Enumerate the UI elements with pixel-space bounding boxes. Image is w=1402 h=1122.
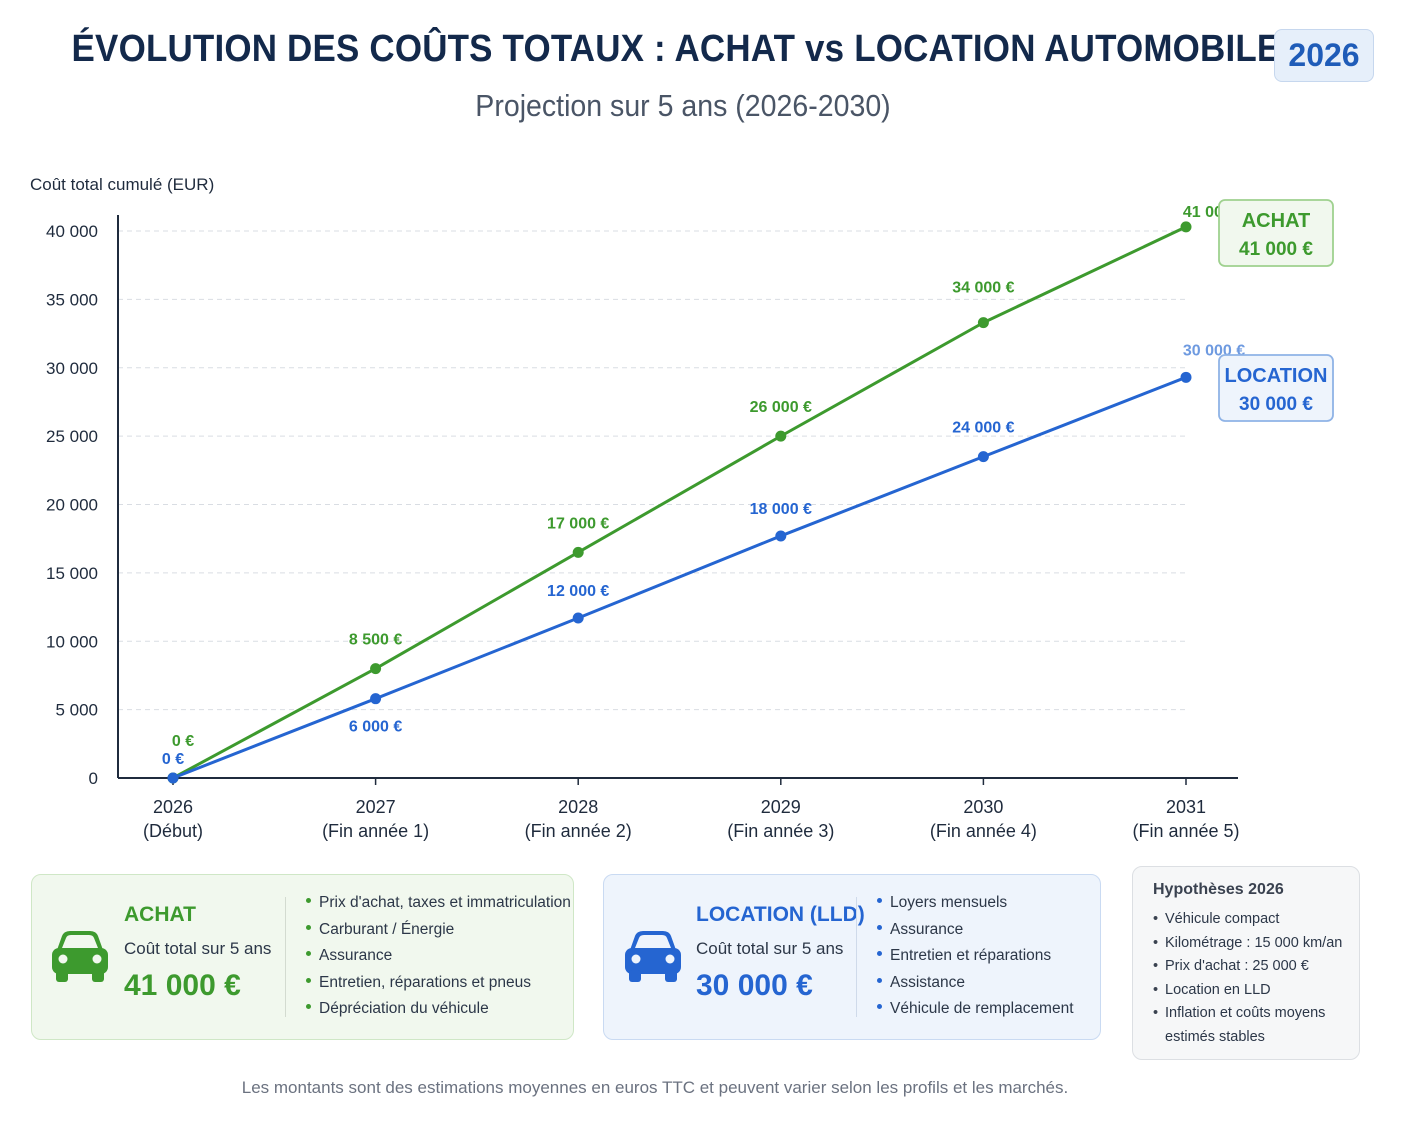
achat-card-amount: 41 000 € <box>124 969 241 1002</box>
year-badge: 2026 <box>1274 29 1374 82</box>
y-tick-label: 20 000 <box>46 496 98 515</box>
achat-card-title: ACHAT <box>124 903 196 926</box>
data-point <box>572 546 584 558</box>
data-point <box>775 530 787 542</box>
x-tick-sublabel: (Fin année 2) <box>525 821 632 841</box>
list-item: Prix d'achat, taxes et immatriculation <box>306 890 571 917</box>
series-end-callout-name: ACHAT <box>1242 210 1311 232</box>
x-tick-label: 2029 <box>761 797 801 817</box>
data-label: 34 000 € <box>952 280 1014 297</box>
achat-cost-list: Prix d'achat, taxes et immatriculation C… <box>306 890 571 1023</box>
location-card-subtitle: Coût total sur 5 ans <box>696 939 844 958</box>
y-tick-label: 15 000 <box>46 564 98 583</box>
x-tick-sublabel: (Fin année 4) <box>930 821 1037 841</box>
data-point <box>167 772 179 784</box>
bullet-dot <box>306 977 311 983</box>
x-tick-label: 2028 <box>558 797 598 817</box>
y-axis-label: Coût total cumulé (EUR) <box>30 175 214 194</box>
y-tick-label: 5 000 <box>55 701 98 720</box>
footer-note: Les montants sont des estimations moyenn… <box>241 1078 1069 1097</box>
x-tick-sublabel: (Fin année 1) <box>322 821 429 841</box>
achat-card-divider <box>285 897 286 1017</box>
location-cost-list: Loyers mensuels Assurance Entretien et r… <box>877 890 1074 1023</box>
data-label: 6 000 € <box>349 719 402 736</box>
bullet-dot <box>877 951 882 957</box>
data-point <box>572 612 584 624</box>
series-line-location <box>172 375 1187 780</box>
y-tick-label: 0 <box>89 769 98 788</box>
data-point <box>1180 221 1192 233</box>
series-line-achat <box>172 225 1187 780</box>
y-tick-label: 30 000 <box>46 359 98 378</box>
data-label: 12 000 € <box>547 583 609 600</box>
location-summary-card: LOCATION (LLD) Coût total sur 5 ans 30 0… <box>603 874 1101 1040</box>
list-item: Kilométrage : 15 000 km/an <box>1153 932 1353 956</box>
data-point <box>370 693 382 705</box>
data-label: 26 000 € <box>750 399 812 416</box>
x-tick-sublabel: (Début) <box>143 821 203 841</box>
data-label: 8 500 € <box>349 632 402 649</box>
data-label: 18 000 € <box>750 501 812 518</box>
car-icon <box>52 931 108 982</box>
y-tick-label: 10 000 <box>46 632 98 651</box>
data-label: 0 € <box>172 733 194 750</box>
list-item: Carburant / Énergie <box>306 917 571 944</box>
location-card-divider <box>856 897 857 1017</box>
data-label: 0 € <box>162 751 184 768</box>
hypotheses-card: Hypothèses 2026 Véhicule compact Kilomét… <box>1132 866 1360 1060</box>
x-tick-label: 2027 <box>356 797 396 817</box>
bullet-dot <box>877 898 882 904</box>
series-end-callout-value: 30 000 € <box>1239 394 1313 415</box>
series-end-callout-value: 41 000 € <box>1239 239 1313 260</box>
location-card-amount: 30 000 € <box>696 969 813 1002</box>
data-point <box>1180 371 1192 383</box>
y-tick-label: 35 000 <box>46 290 98 309</box>
list-item: Assurance <box>306 943 571 970</box>
list-item: Prix d'achat : 25 000 € <box>1153 955 1353 979</box>
y-tick-label: 25 000 <box>46 427 98 446</box>
data-label: 17 000 € <box>547 515 609 532</box>
list-item: Location en LLD <box>1153 979 1353 1003</box>
list-item: Inflation et coûts moyens estimés stable… <box>1153 1002 1353 1049</box>
y-tick-label: 40 000 <box>46 222 98 241</box>
list-item: Assistance <box>877 970 1074 997</box>
cost-line-chart: Coût total cumulé (EUR) 0 5 000 10 000 15 00… <box>30 175 1334 841</box>
data-point <box>977 451 989 463</box>
x-tick-label: 2030 <box>963 797 1003 817</box>
bullet-dot <box>306 924 311 930</box>
bullet-dot <box>306 951 311 957</box>
page-subtitle: Projection sur 5 ans (2026-2030) <box>475 88 891 123</box>
list-item: Assurance <box>877 917 1074 944</box>
achat-card-subtitle: Coût total sur 5 ans <box>124 939 272 958</box>
list-item: Dépréciation du véhicule <box>306 996 571 1023</box>
data-point <box>370 663 382 675</box>
data-label: 24 000 € <box>952 420 1014 437</box>
data-point <box>775 430 787 442</box>
series-end-callout <box>1218 354 1334 422</box>
list-item: Entretien et réparations <box>877 943 1074 970</box>
bullet-dot <box>877 977 882 983</box>
bullet-dot <box>306 1004 311 1010</box>
bullet-dot <box>877 924 882 930</box>
list-item: Véhicule de remplacement <box>877 996 1074 1023</box>
x-tick-sublabel: (Fin année 5) <box>1132 821 1239 841</box>
x-tick-sublabel: (Fin année 3) <box>727 821 834 841</box>
location-card-title: LOCATION (LLD) <box>696 903 865 926</box>
bullet-dot <box>877 1004 882 1010</box>
list-item: Loyers mensuels <box>877 890 1074 917</box>
hypotheses-title: Hypothèses 2026 <box>1153 881 1284 898</box>
data-point <box>977 317 989 329</box>
list-item: Entretien, réparations et pneus <box>306 970 571 997</box>
hypotheses-list: Véhicule compact Kilométrage : 15 000 km… <box>1153 908 1353 1049</box>
list-item: Véhicule compact <box>1153 908 1353 932</box>
page-title: ÉVOLUTION DES COÛTS TOTAUX : ACHAT vs LO… <box>71 28 1281 70</box>
series-end-callout <box>1218 199 1334 267</box>
achat-summary-card: ACHAT Coût total sur 5 ans 41 000 € Prix… <box>31 874 574 1040</box>
series-end-callout-name: LOCATION <box>1225 365 1328 387</box>
x-tick-label: 2031 <box>1166 797 1206 817</box>
bullet-dot <box>306 898 311 904</box>
car-icon <box>625 931 681 982</box>
x-tick-label: 2026 <box>153 797 193 817</box>
